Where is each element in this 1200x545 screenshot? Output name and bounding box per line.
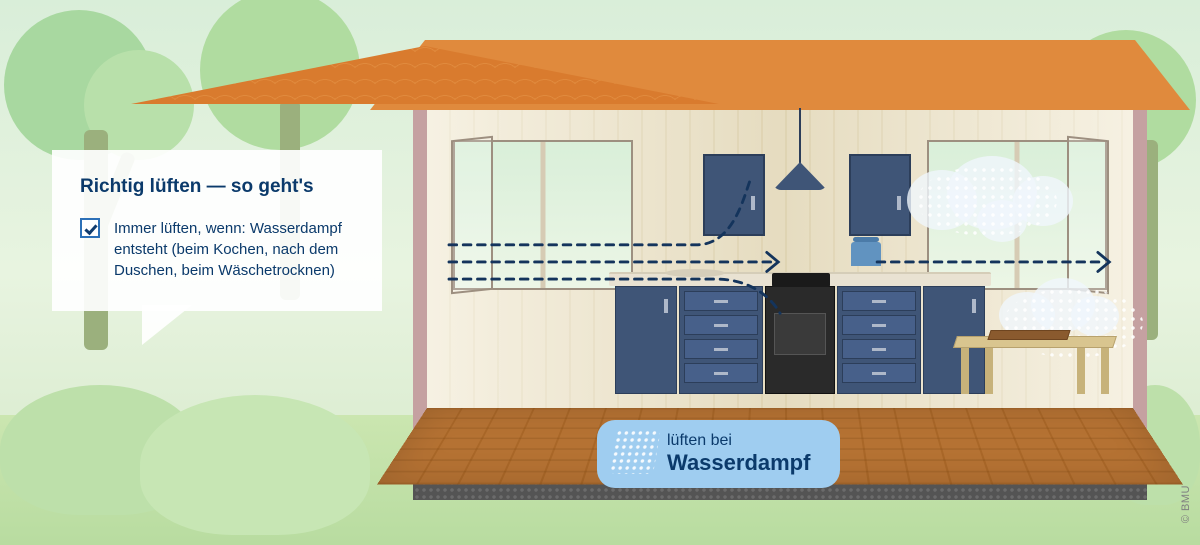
pendant-lamp-icon (799, 108, 801, 164)
cooking-pot-icon (851, 242, 881, 266)
house-roof (370, 40, 1190, 110)
house-interior (413, 108, 1147, 454)
kitchen-island (615, 272, 985, 394)
topic-badge: lüften bei Wasserdampf (597, 420, 840, 488)
drying-tray-icon (987, 330, 1070, 340)
badge-line2: Wasserdampf (667, 450, 810, 476)
checkbox-checked-icon (80, 218, 100, 238)
sink-icon (665, 269, 725, 277)
house-cutaway: lüften bei Wasserdampf (405, 40, 1155, 520)
window-left-open (453, 140, 633, 290)
bubble-heading: Richtig lüften — so geht's (80, 176, 354, 198)
badge-line1: lüften bei (667, 432, 810, 450)
speech-bubble: Richtig lüften — so geht's Immer lüften,… (52, 150, 382, 311)
infographic-scene: Richtig lüften — so geht's Immer lüften,… (0, 0, 1200, 545)
bubble-tip: Immer lüften, wenn: Wasserdampf entsteht… (80, 218, 354, 281)
wall-cabinet (849, 154, 911, 236)
steam-cloud (907, 156, 1067, 246)
steam-pattern-icon (609, 430, 661, 474)
drying-table (955, 336, 1115, 394)
bg-bush (140, 395, 370, 535)
image-credit: © BMU (1180, 485, 1192, 523)
bubble-tip-text: Immer lüften, wenn: Wasserdampf entsteht… (114, 218, 354, 281)
wall-cabinet (703, 154, 765, 236)
oven-icon (765, 286, 835, 394)
